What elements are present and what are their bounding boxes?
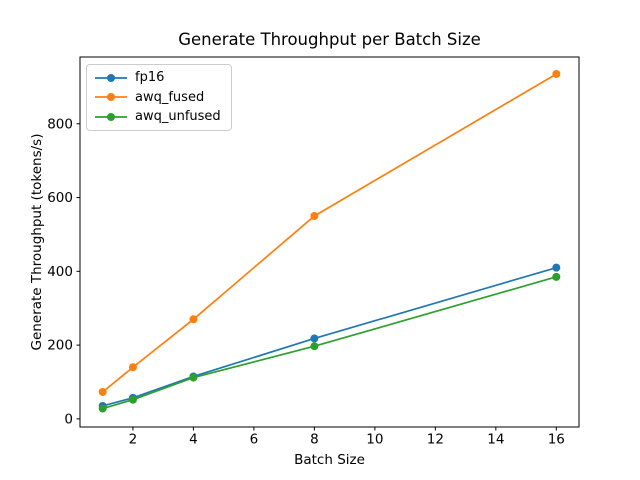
legend-label: awq_unfused <box>135 109 221 125</box>
legend-label: awq_fused <box>135 89 205 105</box>
series-point-awq_fused <box>552 69 561 78</box>
series-point-awq_fused <box>98 387 107 396</box>
series-point-fp16 <box>310 334 319 343</box>
x-tick-label: 12 <box>427 432 444 448</box>
series-point-awq_unfused <box>310 342 319 351</box>
x-tick-label: 6 <box>250 432 259 448</box>
legend-item-awq_unfused: awq_unfused <box>94 107 221 127</box>
y-tick-label: 400 <box>47 264 73 280</box>
y-axis-label: Generate Throughput (tokens/s) <box>29 133 45 351</box>
chart-title: Generate Throughput per Batch Size <box>178 30 481 49</box>
x-tick-label: 8 <box>310 432 319 448</box>
x-tick-label: 16 <box>548 432 565 448</box>
legend-line-marker-icon <box>95 112 127 121</box>
legend-line-marker-icon <box>95 93 127 102</box>
series-point-awq_unfused <box>128 395 137 404</box>
x-axis-label: Batch Size <box>294 452 365 468</box>
x-tick-label: 14 <box>487 432 504 448</box>
x-tick-label: 4 <box>189 432 198 448</box>
series-point-awq_unfused <box>552 272 561 281</box>
series-point-fp16 <box>552 263 561 272</box>
y-tick-label: 800 <box>47 116 73 132</box>
y-tick-label: 0 <box>64 411 73 427</box>
series-line-awq_unfused <box>102 276 557 410</box>
legend-line-marker-icon <box>95 73 127 82</box>
legend: fp16 awq_fused awq_unfused <box>86 64 232 131</box>
series-point-awq_fused <box>310 211 319 220</box>
legend-label: fp16 <box>135 70 165 86</box>
series-point-awq_unfused <box>98 404 107 413</box>
y-tick-label: 600 <box>47 190 73 206</box>
series-point-awq_unfused <box>189 373 198 382</box>
series-point-awq_fused <box>128 363 137 372</box>
plot-frame <box>79 56 580 428</box>
x-tick-label: 10 <box>366 432 383 448</box>
x-tick-label: 2 <box>129 432 138 448</box>
series-point-awq_fused <box>189 315 198 324</box>
legend-item-awq_fused: awq_fused <box>94 88 221 108</box>
legend-item-fp16: fp16 <box>94 68 221 88</box>
y-tick-label: 200 <box>47 338 73 354</box>
